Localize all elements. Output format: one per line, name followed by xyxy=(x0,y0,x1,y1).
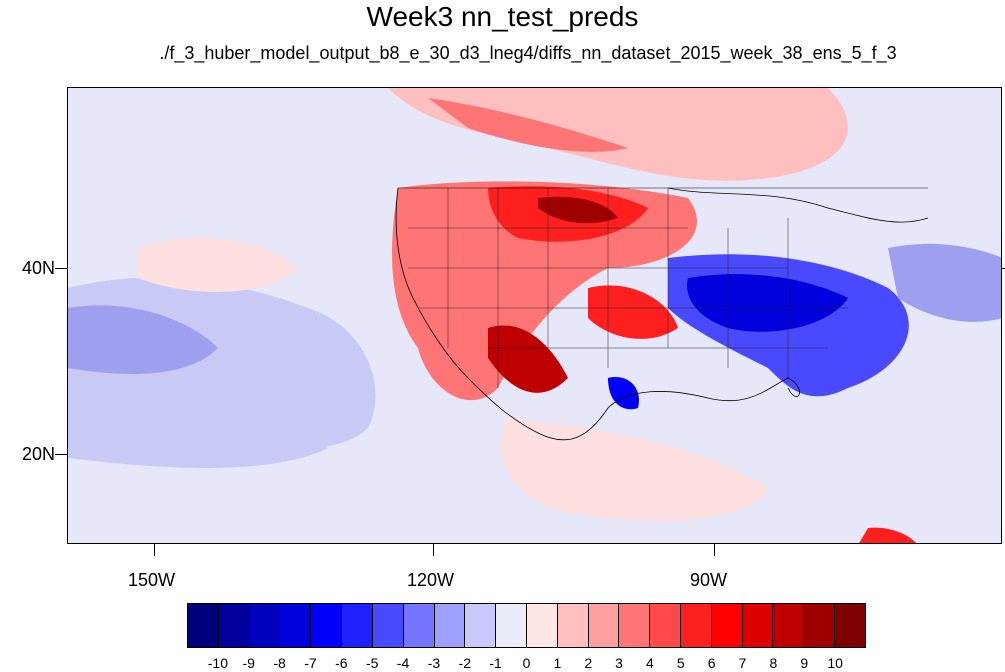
colorbar-box xyxy=(835,604,865,647)
lon-label-90w: 90W xyxy=(690,570,728,590)
colorbar-box xyxy=(496,604,527,647)
colorbar-box xyxy=(372,604,404,647)
tick-right-40n xyxy=(1002,268,1005,269)
red-band-north-core xyxy=(428,98,628,152)
colorbar-label: -7 xyxy=(304,655,317,671)
colorbar-label: -5 xyxy=(365,655,379,671)
pink-patch-pacific xyxy=(138,237,298,292)
colorbar-label: 6 xyxy=(707,655,716,671)
colorbar-box xyxy=(526,604,558,647)
tick-bottom-120w xyxy=(433,544,434,556)
tick-bottom-150w xyxy=(154,544,155,556)
coastline-north-east xyxy=(667,187,929,223)
colorbar-label: 8 xyxy=(769,655,778,671)
lat-label-20n: 20N xyxy=(22,444,56,464)
colorbar-label: 4 xyxy=(646,655,654,671)
tick-left-40n xyxy=(55,268,67,269)
lon-label-150w: 150W xyxy=(128,570,176,590)
blue-anomaly-atlantic xyxy=(888,243,1001,322)
colorbar-box xyxy=(465,604,497,647)
colorbar-label: -2 xyxy=(458,655,471,671)
colorbar-label: -6 xyxy=(335,655,348,671)
map-title: Week3 nn_test_preds xyxy=(366,1,639,32)
colorbar-label: -1 xyxy=(489,655,502,671)
colorbar-label: -8 xyxy=(273,655,286,671)
lat-label-40n: 40N xyxy=(22,258,56,278)
colorbar xyxy=(187,603,866,648)
blue-anomaly-west-core xyxy=(68,305,218,374)
state-boundaries xyxy=(408,188,848,388)
blue-band-south xyxy=(68,414,328,468)
red-anomaly-corner xyxy=(859,527,917,543)
colorbar-box xyxy=(588,604,620,647)
lon-label-120w: 120W xyxy=(407,570,455,590)
coastline-west-south xyxy=(395,187,800,441)
tick-left-20n xyxy=(55,454,67,455)
red-anomaly-south-central xyxy=(588,285,678,339)
map-panel xyxy=(67,87,1002,544)
colorbar-label: -3 xyxy=(427,655,441,671)
colorbar-label: 2 xyxy=(584,655,593,671)
colorbar-box xyxy=(434,604,466,647)
colorbar-box xyxy=(650,604,681,647)
red-anomaly-southwest xyxy=(488,325,568,393)
colorbar-box xyxy=(218,604,250,647)
colorbar-box xyxy=(742,604,774,647)
colorbar-box xyxy=(557,604,589,647)
colorbar-box xyxy=(619,604,651,647)
colorbar-label: 9 xyxy=(800,655,809,671)
blue-anomaly-east-core xyxy=(687,274,848,332)
colorbar-box xyxy=(249,604,281,647)
colorbar-box xyxy=(311,604,343,647)
colorbar-box xyxy=(188,604,219,647)
colorbar-label: 7 xyxy=(738,655,747,671)
colorbar-label: 10 xyxy=(827,655,843,671)
blue-anomaly-gulf xyxy=(608,377,639,410)
colorbar-label: -10 xyxy=(207,655,228,671)
colorbar-box xyxy=(403,604,435,647)
colorbar-label: 1 xyxy=(553,655,562,671)
colorbar-box xyxy=(280,604,312,647)
red-band-north xyxy=(388,88,848,181)
map-canvas xyxy=(68,88,1001,543)
colorbar-label: 5 xyxy=(676,655,685,671)
colorbar-label: -9 xyxy=(242,655,255,671)
tick-bottom-90w xyxy=(714,544,715,556)
dark-red-core xyxy=(538,196,618,224)
colorbar-box xyxy=(681,604,712,647)
colorbar-box xyxy=(804,604,836,647)
colorbar-label: -4 xyxy=(396,655,410,671)
pink-anomaly-south xyxy=(500,418,768,522)
colorbar-box xyxy=(773,604,805,647)
red-anomaly-central xyxy=(392,181,697,401)
colorbar-label: 3 xyxy=(615,655,623,671)
map-subtitle: ./f_3_huber_model_output_b8_e_30_d3_lneg… xyxy=(159,43,897,63)
colorbar-box xyxy=(711,604,743,647)
colorbar-label: 0 xyxy=(522,655,531,671)
colorbar-box xyxy=(342,604,373,647)
